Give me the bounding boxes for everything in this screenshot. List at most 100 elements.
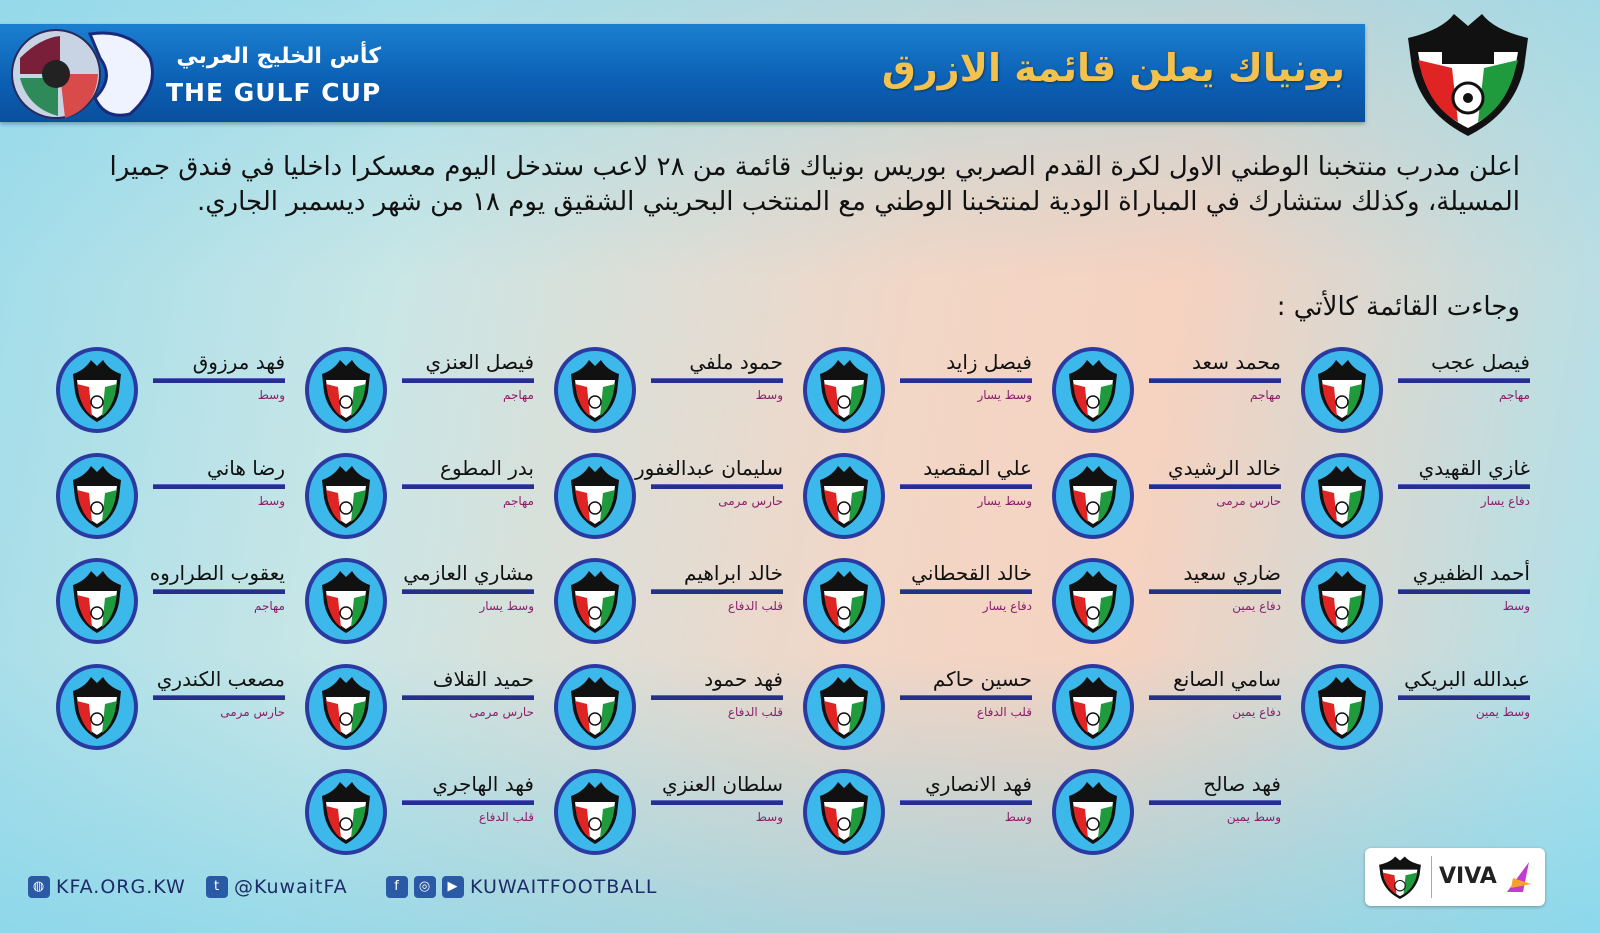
- player-card: مشاري العازمي وسط يسار: [304, 557, 534, 647]
- player-card: عبدالله البريكي وسط يمين: [1300, 663, 1530, 753]
- kfa-badge-icon: [802, 557, 886, 645]
- player-name: حميد القلاف: [432, 667, 534, 691]
- kfa-badge-icon: [304, 346, 388, 434]
- player-position: دفاع يسار: [982, 599, 1032, 613]
- player-name: ضاري سعيد: [1183, 561, 1281, 585]
- player-card: فهد الانصاري وسط: [802, 768, 1032, 858]
- divider-line: [651, 378, 783, 383]
- player-card: فهد مرزوق وسط: [55, 346, 285, 436]
- kfa-badge-icon: [55, 452, 139, 540]
- player-card: خالد ابراهيم قلب الدفاع: [553, 557, 783, 647]
- kfa-badge-icon: [1300, 452, 1384, 540]
- divider-line: [1149, 800, 1281, 805]
- player-card: فهد حمود قلب الدفاع: [553, 663, 783, 753]
- kfa-badge-icon: [55, 557, 139, 645]
- divider-line: [153, 484, 285, 489]
- divider-line: [1149, 378, 1281, 383]
- player-card: ضاري سعيد دفاع يمين: [1051, 557, 1281, 647]
- sponsor-logo-text: VIVA: [1439, 864, 1497, 889]
- kfa-small-crest-icon: [1379, 856, 1421, 899]
- player-position: وسط يسار: [977, 494, 1032, 508]
- footer-twitter[interactable]: t @KuwaitFA: [206, 876, 348, 898]
- kfa-badge-icon: [802, 452, 886, 540]
- divider-line: [900, 589, 1032, 594]
- gulf-cup-logo: [11, 29, 154, 119]
- announcement-text: اعلن مدرب منتخبنا الوطني الاول لكرة القد…: [109, 152, 1521, 217]
- divider-line: [402, 484, 534, 489]
- player-position: حارس مرمى: [469, 705, 534, 719]
- player-position: وسط يسار: [977, 388, 1032, 402]
- player-card: أحمد الظفيري وسط: [1300, 557, 1530, 647]
- divider-line: [651, 800, 783, 805]
- player-position: قلب الدفاع: [478, 810, 534, 824]
- player-card: فهد الهاجري قلب الدفاع: [304, 768, 534, 858]
- player-position: مهاجم: [502, 388, 534, 402]
- instagram-icon: ◎: [414, 876, 436, 898]
- player-position: وسط: [1502, 599, 1530, 613]
- player-name: محمد سعد: [1192, 350, 1281, 374]
- player-name: خالد القحطاني: [911, 561, 1032, 585]
- player-position: قلب الدفاع: [976, 705, 1032, 719]
- kfa-badge-icon: [1051, 768, 1135, 856]
- player-name: فيصل عجب: [1431, 350, 1530, 374]
- sponsor-box: VIVA: [1365, 848, 1545, 906]
- divider-line: [402, 800, 534, 805]
- player-position: دفاع يسار: [1480, 494, 1530, 508]
- kfa-badge-icon: [1051, 663, 1135, 751]
- player-position: وسط: [1004, 810, 1032, 824]
- gulf-cup-title-en: THE GULF CUP: [166, 78, 382, 107]
- kfa-crest-logo: [1408, 14, 1528, 136]
- divider-line: [651, 484, 783, 489]
- kfa-badge-icon: [304, 663, 388, 751]
- divider-line: [402, 695, 534, 700]
- divider-line: [900, 695, 1032, 700]
- kfa-badge-icon: [1051, 346, 1135, 434]
- footer-website[interactable]: ◍ KFA.ORG.KW: [28, 876, 186, 898]
- kfa-badge-icon: [55, 346, 139, 434]
- divider-line: [1398, 695, 1530, 700]
- player-card: فهد صالح وسط يمين: [1051, 768, 1281, 858]
- player-name: فهد صالح: [1203, 772, 1281, 796]
- player-name: فيصل زايد: [946, 350, 1032, 374]
- player-card: يعقوب الطراروه مهاجم: [55, 557, 285, 647]
- player-name: خالد ابراهيم: [683, 561, 783, 585]
- kfa-badge-icon: [304, 452, 388, 540]
- player-name: أحمد الظفيري: [1412, 561, 1530, 585]
- divider-line: [402, 589, 534, 594]
- kfa-badge-icon: [553, 557, 637, 645]
- player-name: رضا هاني: [207, 456, 285, 480]
- kfa-badge-icon: [553, 346, 637, 434]
- player-position: وسط: [257, 388, 285, 402]
- divider-line: [1398, 378, 1530, 383]
- player-position: دفاع يمين: [1232, 599, 1281, 613]
- player-card: حسين حاكم قلب الدفاع: [802, 663, 1032, 753]
- player-name: مشاري العازمي: [403, 561, 534, 585]
- player-name: عبدالله البريكي: [1404, 667, 1530, 691]
- gulf-cup-title-ar: كأس الخليج العربي: [176, 44, 381, 69]
- kfa-badge-icon: [553, 663, 637, 751]
- kfa-badge-icon: [802, 346, 886, 434]
- player-card: مصعب الكندري حارس مرمى: [55, 663, 285, 753]
- twitter-icon: t: [206, 876, 228, 898]
- player-card: غازي القهيدي دفاع يسار: [1300, 452, 1530, 542]
- player-card: فيصل زايد وسط يسار: [802, 346, 1032, 436]
- divider-line: [1149, 695, 1281, 700]
- player-card: خالد الرشيدي حارس مرمى: [1051, 452, 1281, 542]
- divider-line: [1149, 484, 1281, 489]
- player-position: حارس مرمى: [220, 705, 285, 719]
- player-position: مهاجم: [1498, 388, 1530, 402]
- player-position: وسط: [755, 388, 783, 402]
- player-name: حمود ملفي: [689, 350, 783, 374]
- player-card: محمد سعد مهاجم: [1051, 346, 1281, 436]
- player-card: حمود ملفي وسط: [553, 346, 783, 436]
- player-card: بدر المطوع مهاجم: [304, 452, 534, 542]
- kfa-badge-icon: [802, 663, 886, 751]
- kfa-badge-icon: [1300, 557, 1384, 645]
- footer-social[interactable]: f ◎ ▶ KUWAITFOOTBALL: [386, 876, 657, 898]
- kfa-badge-icon: [304, 768, 388, 856]
- kfa-badge-icon: [553, 452, 637, 540]
- player-position: وسط يمين: [1475, 705, 1530, 719]
- divider-line: [651, 589, 783, 594]
- player-position: مهاجم: [502, 494, 534, 508]
- divider-line: [1398, 484, 1530, 489]
